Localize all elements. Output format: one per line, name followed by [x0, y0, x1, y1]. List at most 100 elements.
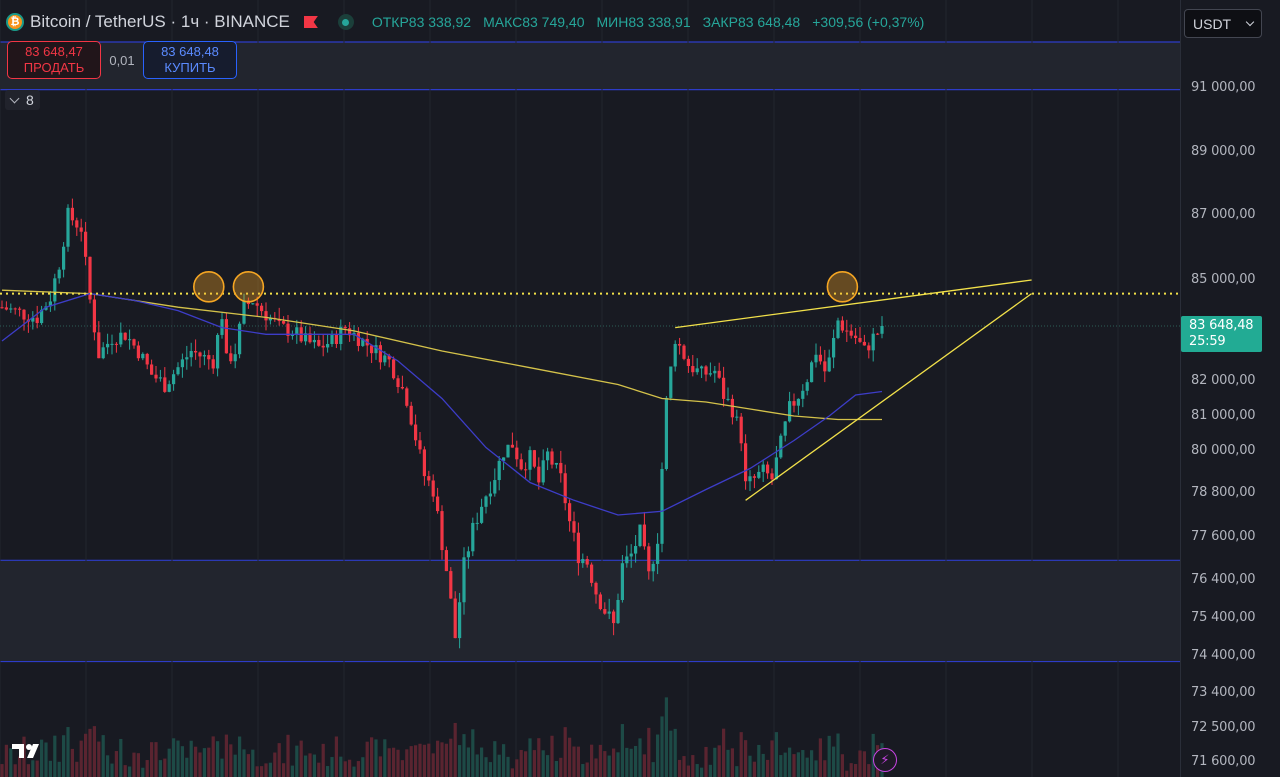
- volume-bar: [788, 747, 792, 777]
- volume-bar: [79, 740, 83, 777]
- candle-body: [462, 557, 466, 603]
- volume-bar: [488, 762, 492, 777]
- sell-button[interactable]: 83 648,47 ПРОДАТЬ: [7, 41, 101, 79]
- candle-body: [383, 355, 387, 363]
- volume-bar: [352, 766, 356, 777]
- volume-bar: [290, 765, 294, 777]
- volume-bar: [818, 738, 822, 777]
- volume-bar: [31, 760, 35, 777]
- volume-bar: [656, 734, 660, 777]
- candle-body: [418, 440, 422, 450]
- volume-bar: [409, 746, 413, 777]
- candle-body: [774, 457, 778, 480]
- candle-body: [735, 416, 739, 418]
- volume-bar: [660, 716, 664, 777]
- volume-bar: [502, 744, 506, 777]
- candle-body: [726, 398, 730, 400]
- candle-body: [510, 444, 514, 448]
- volume-bar: [664, 697, 668, 777]
- volume-bar: [88, 728, 92, 777]
- close-label: ЗАКР: [702, 14, 738, 30]
- last-price-value: 83 648,48: [1189, 318, 1254, 333]
- candle-body: [858, 338, 862, 342]
- volume-bar: [246, 754, 250, 777]
- volume-bar: [189, 740, 193, 777]
- currency-select[interactable]: USDT: [1184, 9, 1262, 38]
- indicators-toggle-button[interactable]: 8: [5, 90, 40, 110]
- candle-body: [739, 416, 743, 444]
- volume-bar: [752, 761, 756, 777]
- buy-button[interactable]: 83 648,48 КУПИТЬ: [143, 41, 237, 79]
- volume-bar: [26, 764, 30, 777]
- flag-icon[interactable]: [303, 16, 318, 28]
- candle-body: [180, 359, 184, 368]
- candle-body: [44, 306, 48, 310]
- candle-body: [876, 333, 880, 335]
- price-tick-label: 80 000,00: [1191, 443, 1256, 458]
- candle-body: [506, 444, 510, 458]
- price-axis[interactable]: 91 000,00 89 000,00 87 000,00 85 000,00 82 0…: [1180, 0, 1280, 777]
- candle-body: [532, 450, 536, 467]
- market-status-icon[interactable]: [337, 14, 354, 30]
- flash-icon[interactable]: ⚡: [873, 748, 897, 772]
- candle-body: [48, 301, 52, 307]
- candle-body: [374, 345, 378, 354]
- tradingview-logo-icon[interactable]: [12, 742, 46, 760]
- candle-body: [163, 377, 167, 392]
- chart-canvas[interactable]: [0, 0, 1180, 777]
- volume-bar: [374, 739, 378, 777]
- volume-bar: [4, 744, 8, 777]
- volume-bar: [361, 757, 365, 777]
- volume-bar: [603, 751, 607, 777]
- buy-price: 83 648,48: [161, 44, 219, 59]
- candle-body: [304, 333, 308, 342]
- volume-bar: [766, 759, 770, 777]
- chevron-down-icon: [9, 93, 20, 104]
- volume-bar: [13, 764, 17, 777]
- volume-bar: [277, 743, 281, 777]
- candle-body: [260, 305, 264, 312]
- candle-body: [70, 207, 74, 221]
- price-chart[interactable]: [0, 0, 1180, 777]
- volume-bar: [194, 746, 198, 777]
- volume-bar: [638, 738, 642, 777]
- candle-body: [805, 382, 809, 391]
- candle-body: [31, 317, 35, 322]
- candle-body: [629, 553, 633, 557]
- volume-bar: [616, 752, 620, 777]
- candle-body: [167, 384, 171, 392]
- volume-bar: [321, 743, 325, 777]
- volume-bar: [678, 759, 682, 777]
- candle-body: [770, 473, 774, 480]
- volume-bar: [198, 752, 202, 777]
- candle-body: [444, 550, 448, 572]
- candle-body: [229, 353, 233, 362]
- price-tick-label: 85 000,00: [1191, 272, 1256, 287]
- volume-bar: [418, 743, 422, 777]
- candle-body: [814, 354, 818, 363]
- volume-bar: [669, 730, 673, 777]
- candle-body: [471, 522, 475, 552]
- volume-bar: [827, 735, 831, 777]
- candle-body: [321, 345, 325, 348]
- volume-bar: [524, 751, 528, 777]
- volume-bar: [744, 740, 748, 777]
- volume-bar: [779, 755, 783, 777]
- volume-bar: [550, 735, 554, 777]
- candle-body: [409, 405, 413, 425]
- candle-body: [154, 374, 158, 379]
- volume-bar: [634, 745, 638, 777]
- candle-body: [647, 546, 651, 572]
- volume-bar: [510, 768, 514, 777]
- volume-bar: [757, 744, 761, 777]
- symbol-title[interactable]: Bitcoin / TetherUS · 1ч · BINANCE: [30, 12, 290, 31]
- candle-body: [845, 330, 849, 332]
- circle-marker: [193, 271, 225, 303]
- candle-body: [801, 390, 805, 399]
- volume-bar: [730, 748, 734, 777]
- price-tick-label: 89 000,00: [1191, 144, 1256, 159]
- volume-bar: [9, 748, 13, 777]
- volume-bar: [471, 729, 475, 777]
- candle-body: [880, 325, 884, 334]
- volume-bar: [686, 765, 690, 777]
